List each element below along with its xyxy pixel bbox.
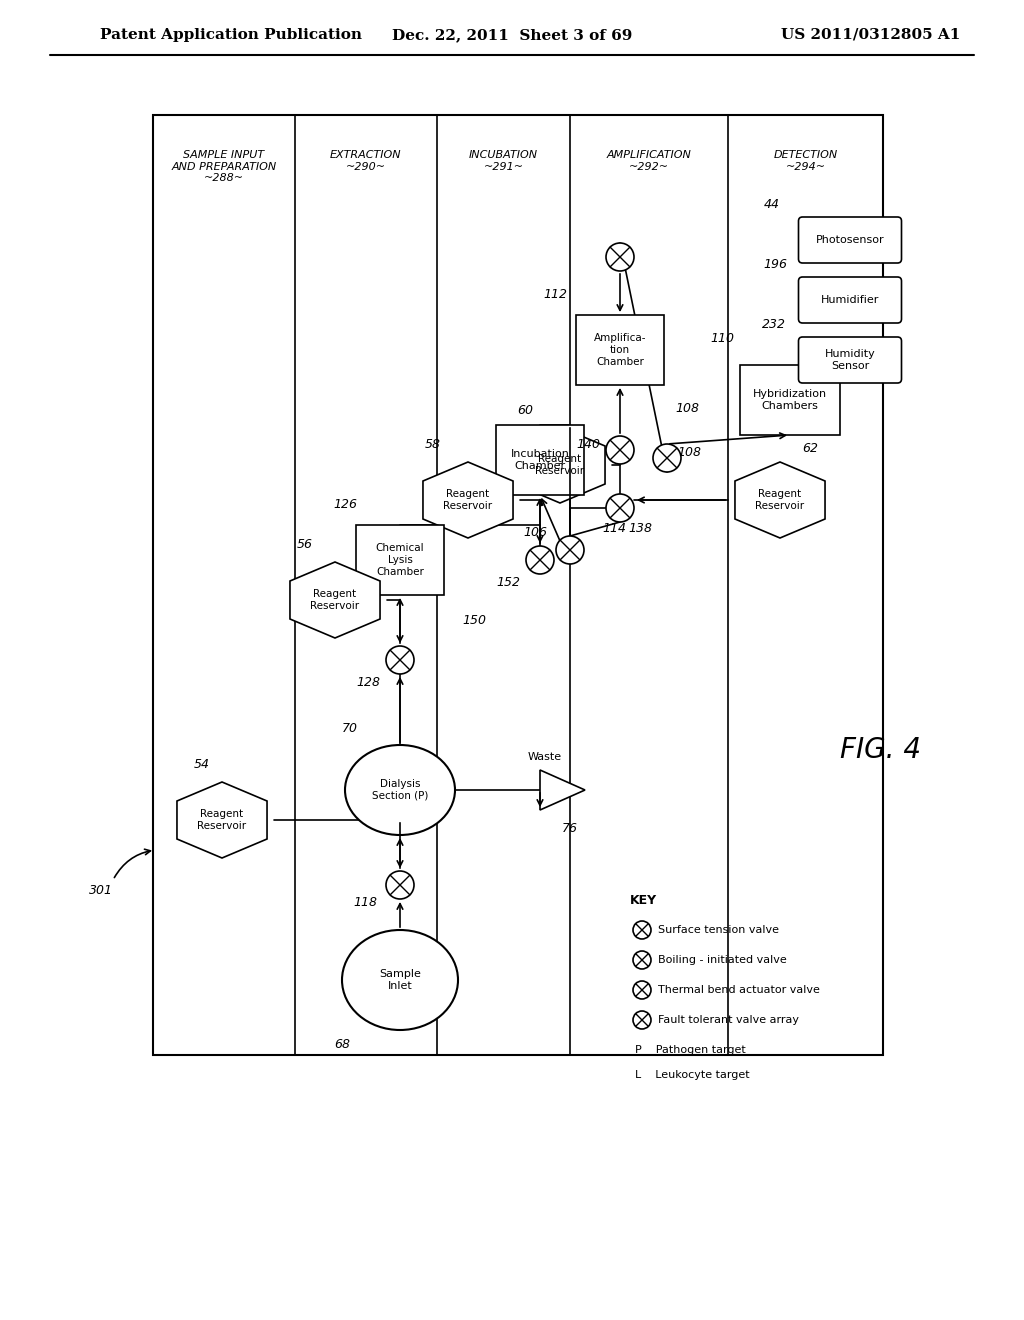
Text: 60: 60	[517, 404, 534, 417]
Bar	[356, 525, 444, 595]
Bar	[496, 425, 584, 495]
Text: 128: 128	[356, 676, 380, 689]
Text: 106: 106	[523, 525, 547, 539]
Text: 114: 114	[602, 521, 626, 535]
Text: Humidifier: Humidifier	[821, 294, 880, 305]
Circle shape	[633, 921, 651, 939]
Circle shape	[653, 444, 681, 473]
Text: 58: 58	[425, 438, 441, 451]
Text: DETECTION
~294~: DETECTION ~294~	[773, 150, 838, 172]
Circle shape	[633, 950, 651, 969]
Text: AMPLIFICATION
~292~: AMPLIFICATION ~292~	[606, 150, 691, 172]
Ellipse shape	[342, 931, 458, 1030]
Circle shape	[606, 494, 634, 521]
Polygon shape	[177, 781, 267, 858]
Polygon shape	[423, 462, 513, 539]
Circle shape	[606, 436, 634, 465]
Text: 110: 110	[710, 331, 734, 345]
Circle shape	[606, 243, 634, 271]
Text: 152: 152	[496, 576, 520, 589]
Text: 301: 301	[89, 883, 113, 896]
Text: US 2011/0312805 A1: US 2011/0312805 A1	[780, 28, 961, 42]
Text: Sample
Inlet: Sample Inlet	[379, 969, 421, 991]
Text: Dec. 22, 2011  Sheet 3 of 69: Dec. 22, 2011 Sheet 3 of 69	[392, 28, 632, 42]
Text: Humidity
Sensor: Humidity Sensor	[824, 350, 876, 371]
Text: 118: 118	[353, 896, 377, 909]
Text: Incubation
Chamber: Incubation Chamber	[511, 449, 569, 471]
Text: 44: 44	[764, 198, 780, 210]
Bar	[153, 115, 883, 1055]
Text: 140: 140	[575, 438, 600, 451]
Text: Hybridization
Chambers: Hybridization Chambers	[753, 389, 827, 411]
Text: 126: 126	[333, 499, 357, 511]
Circle shape	[633, 981, 651, 999]
Text: Chemical
Lysis
Chamber: Chemical Lysis Chamber	[376, 544, 424, 577]
Text: 108: 108	[677, 446, 701, 459]
Text: Boiling - initiated valve: Boiling - initiated valve	[658, 954, 786, 965]
Text: 70: 70	[342, 722, 358, 734]
Bar	[740, 366, 840, 436]
Text: 54: 54	[194, 759, 210, 771]
Text: INCUBATION
~291~: INCUBATION ~291~	[469, 150, 538, 172]
Text: 138: 138	[628, 521, 652, 535]
Text: Reagent
Reservoir: Reagent Reservoir	[198, 809, 247, 830]
Circle shape	[556, 536, 584, 564]
Text: Patent Application Publication: Patent Application Publication	[100, 28, 362, 42]
Polygon shape	[735, 462, 825, 539]
FancyBboxPatch shape	[799, 216, 901, 263]
Ellipse shape	[345, 744, 455, 836]
Circle shape	[633, 1011, 651, 1030]
Text: 196: 196	[763, 257, 787, 271]
Text: P    Pathogen target: P Pathogen target	[635, 1045, 745, 1055]
Text: Reagent
Reservoir: Reagent Reservoir	[756, 490, 805, 511]
Text: Reagent
Reservoir: Reagent Reservoir	[536, 454, 585, 475]
Text: 150: 150	[462, 614, 486, 627]
Circle shape	[386, 645, 414, 675]
Text: 232: 232	[762, 318, 786, 330]
Text: EXTRACTION
~290~: EXTRACTION ~290~	[330, 150, 401, 172]
Text: 108: 108	[675, 401, 699, 414]
Circle shape	[386, 871, 414, 899]
Text: 76: 76	[562, 821, 578, 834]
FancyBboxPatch shape	[799, 337, 901, 383]
Text: Photosensor: Photosensor	[816, 235, 885, 246]
Polygon shape	[515, 426, 605, 503]
Text: Surface tension valve: Surface tension valve	[658, 925, 779, 935]
Text: 62: 62	[802, 441, 818, 454]
Bar	[575, 315, 664, 385]
Text: 56: 56	[297, 539, 313, 552]
Text: Fault tolerant valve array: Fault tolerant valve array	[658, 1015, 799, 1026]
Polygon shape	[290, 562, 380, 638]
Text: SAMPLE INPUT
AND PREPARATION
~288~: SAMPLE INPUT AND PREPARATION ~288~	[171, 150, 276, 183]
Text: Thermal bend actuator valve: Thermal bend actuator valve	[658, 985, 820, 995]
Text: Amplifica-
tion
Chamber: Amplifica- tion Chamber	[594, 334, 646, 367]
Text: L    Leukocyte target: L Leukocyte target	[635, 1071, 750, 1080]
Polygon shape	[540, 770, 585, 810]
Text: FIG. 4: FIG. 4	[840, 737, 921, 764]
Text: Dialysis
Section (P): Dialysis Section (P)	[372, 779, 428, 801]
Circle shape	[526, 546, 554, 574]
Text: KEY: KEY	[630, 894, 657, 907]
Text: 68: 68	[334, 1039, 350, 1052]
Text: Reagent
Reservoir: Reagent Reservoir	[310, 589, 359, 611]
Text: Waste: Waste	[528, 752, 562, 762]
FancyBboxPatch shape	[799, 277, 901, 323]
Text: Reagent
Reservoir: Reagent Reservoir	[443, 490, 493, 511]
Text: 112: 112	[543, 289, 567, 301]
